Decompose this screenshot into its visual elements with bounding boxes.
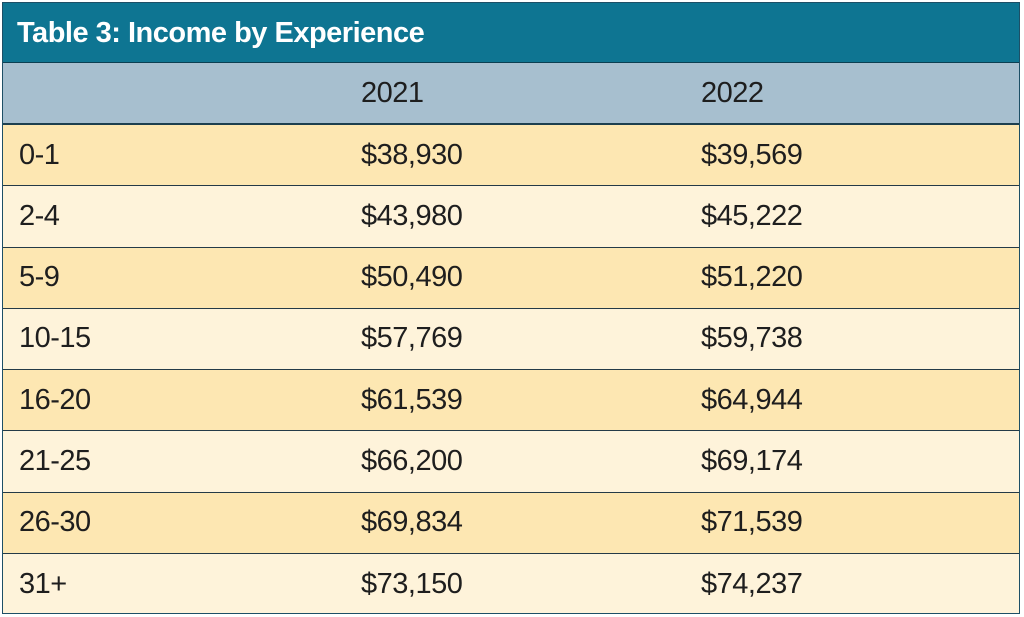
cell-2022: $59,738 [701,322,803,355]
row-label: 0-1 [19,138,60,171]
row-label: 31+ [19,567,67,600]
cell-2021: $57,769 [361,322,463,355]
cell-2022: $45,222 [701,199,803,232]
table-row: 10-15 $57,769 $59,738 [3,308,1019,370]
cell-2022: $71,539 [701,506,803,539]
table-row: 2-4 $43,980 $45,222 [3,186,1019,248]
row-label: 10-15 [19,322,91,355]
table-row: 31+ $73,150 $74,237 [3,553,1019,613]
table-row: 26-30 $69,834 $71,539 [3,492,1019,554]
row-label: 2-4 [19,199,60,232]
cell-2021: $43,980 [361,199,463,232]
table-row: 21-25 $66,200 $69,174 [3,431,1019,493]
cell-2022: $51,220 [701,261,803,294]
cell-2021: $69,834 [361,506,463,539]
row-label: 16-20 [19,383,91,416]
table-row: 5-9 $50,490 $51,220 [3,247,1019,309]
cell-2022: $69,174 [701,444,803,477]
table-row: 0-1 $38,930 $39,569 [3,125,1019,187]
header-2021: 2021 [361,76,424,109]
cell-2021: $61,539 [361,383,463,416]
row-label: 5-9 [19,261,60,294]
cell-2022: $39,569 [701,138,803,171]
cell-2021: $38,930 [361,138,463,171]
cell-2022: $64,944 [701,383,803,416]
cell-2021: $73,150 [361,567,463,600]
cell-2022: $74,237 [701,567,803,600]
row-label: 26-30 [19,506,91,539]
cell-2021: $66,200 [361,444,463,477]
table-header-row: 2021 2022 [3,63,1019,125]
table-row: 16-20 $61,539 $64,944 [3,370,1019,432]
header-2022: 2022 [701,76,764,109]
table-title: Table 3: Income by Experience [3,3,1019,63]
cell-2021: $50,490 [361,261,463,294]
row-label: 21-25 [19,444,91,477]
